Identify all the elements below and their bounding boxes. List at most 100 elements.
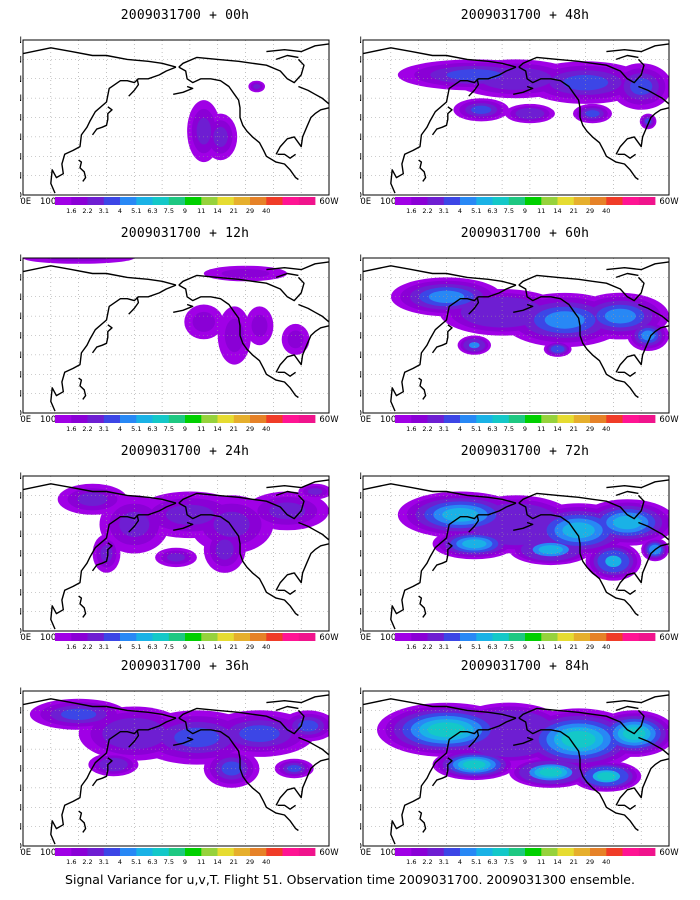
colorbar-swatch: [476, 197, 493, 205]
colorbar-label: 1.6: [406, 643, 416, 651]
colorbar-swatch: [168, 197, 186, 205]
colorbar-swatch: [573, 633, 591, 641]
variance-shade: [446, 69, 502, 81]
x-tick-label: 100E: [380, 197, 402, 207]
colorbar-swatch: [103, 197, 121, 205]
map-frame: [22, 690, 330, 847]
colorbar-swatch: [525, 197, 542, 205]
colorbar-swatch: [606, 633, 623, 641]
y-tick-label: 40N: [360, 332, 362, 342]
colorbar-swatch: [87, 197, 105, 205]
colorbar-swatch: [638, 848, 656, 856]
colorbar-label: 14: [553, 858, 561, 866]
coastline: [513, 736, 534, 746]
colorbar-label: 5.1: [131, 207, 141, 215]
figure-caption: Signal Variance for u,v,T. Flight 51. Ob…: [65, 872, 635, 887]
colorbar-swatch: [525, 633, 542, 641]
y-tick-label: 20N: [20, 152, 22, 162]
coastline: [78, 595, 87, 618]
coastline: [363, 265, 517, 286]
colorbar-swatch: [168, 848, 186, 856]
colorbar-label: 21: [570, 858, 578, 866]
coastline: [418, 595, 427, 618]
coastline: [615, 705, 639, 712]
colorbar-label: 11: [537, 207, 545, 215]
colorbar-label: 1.6: [406, 858, 416, 866]
colorbar-swatch: [541, 197, 558, 205]
coastline: [173, 521, 194, 531]
x-tick-label: 100E: [380, 848, 402, 858]
colorbar-swatch: [541, 633, 558, 641]
colorbar-label: 11: [537, 643, 545, 651]
colorbar-swatch: [282, 415, 300, 423]
y-tick-label: 10N: [360, 823, 362, 833]
variance-shade: [251, 314, 268, 337]
y-tick-label: 20N: [20, 370, 22, 380]
colorbar-swatch: [395, 197, 412, 205]
coastline: [518, 56, 593, 68]
colorbar-swatch: [443, 415, 461, 423]
panel-title: 2009031700 + 48h: [460, 8, 590, 23]
coastline: [513, 521, 534, 531]
coastline: [128, 78, 140, 97]
colorbar-swatch: [508, 848, 526, 856]
coastline: [390, 284, 517, 412]
coastline: [91, 757, 113, 787]
variance-shade: [192, 311, 215, 332]
colorbar-swatch: [152, 197, 170, 205]
coastline: [431, 542, 453, 572]
colorbar-label: 29: [246, 643, 254, 651]
y-tick-label: 50N: [20, 745, 22, 755]
colorbar-label: 14: [553, 425, 561, 433]
map-0: 80E100E120E140E160E180160W140W120W100W80…: [20, 36, 339, 215]
colorbar-swatch: [185, 633, 202, 641]
map-3: 80E100E120E140E160E180160W140W120W100W80…: [360, 254, 679, 433]
colorbar-swatch: [217, 633, 235, 641]
y-tick-label: 70N: [20, 706, 22, 716]
variance-shade: [604, 308, 636, 324]
x-tick-label: 100E: [40, 848, 62, 858]
coastline: [275, 325, 329, 373]
map-6: 80E100E120E140E160E180160W140W120W100W80…: [20, 687, 339, 866]
colorbar-label: 2.2: [82, 643, 92, 651]
colorbar-label: 40: [602, 858, 610, 866]
coastline: [390, 717, 517, 845]
colorbar-label: 5.1: [131, 643, 141, 651]
colorbar-label: 14: [213, 858, 221, 866]
map-2: 80E100E120E140E160E180160W140W120W100W80…: [20, 254, 339, 433]
colorbar-label: 7.5: [164, 858, 174, 866]
colorbar-label: 14: [213, 425, 221, 433]
coastline: [252, 494, 305, 520]
colorbar-swatch: [217, 415, 235, 423]
variance-shade: [562, 74, 609, 91]
y-tick-label: 50N: [360, 312, 362, 322]
coastline: [91, 542, 113, 572]
coastline: [363, 47, 517, 68]
y-tick-label: 60N: [20, 511, 22, 521]
variance-shade: [99, 757, 128, 772]
colorbar-label: 4: [458, 858, 462, 866]
variance-shade: [469, 342, 480, 349]
coastline: [518, 66, 639, 181]
colorbar-swatch: [541, 848, 558, 856]
coastline: [468, 514, 480, 533]
y-tick-label: 50N: [360, 745, 362, 755]
colorbar-label: 29: [586, 425, 594, 433]
coastline: [275, 54, 299, 61]
colorbar-swatch: [152, 633, 170, 641]
coastline: [128, 729, 140, 748]
y-tick-label: 30N: [20, 784, 22, 794]
colorbar-swatch: [395, 633, 412, 641]
colorbar-label: 11: [197, 643, 205, 651]
colorbar-swatch: [443, 633, 461, 641]
colorbar-swatch: [622, 197, 640, 205]
colorbar-label: 40: [262, 207, 270, 215]
y-tick-label: 60N: [20, 726, 22, 736]
colorbar-swatch: [460, 848, 477, 856]
colorbar-swatch: [233, 633, 251, 641]
coastline: [638, 736, 669, 756]
colorbar-label: 11: [537, 858, 545, 866]
y-tick-label: 40N: [20, 765, 22, 775]
colorbar-label: 4: [118, 207, 122, 215]
colorbar-label: 2.2: [422, 858, 432, 866]
